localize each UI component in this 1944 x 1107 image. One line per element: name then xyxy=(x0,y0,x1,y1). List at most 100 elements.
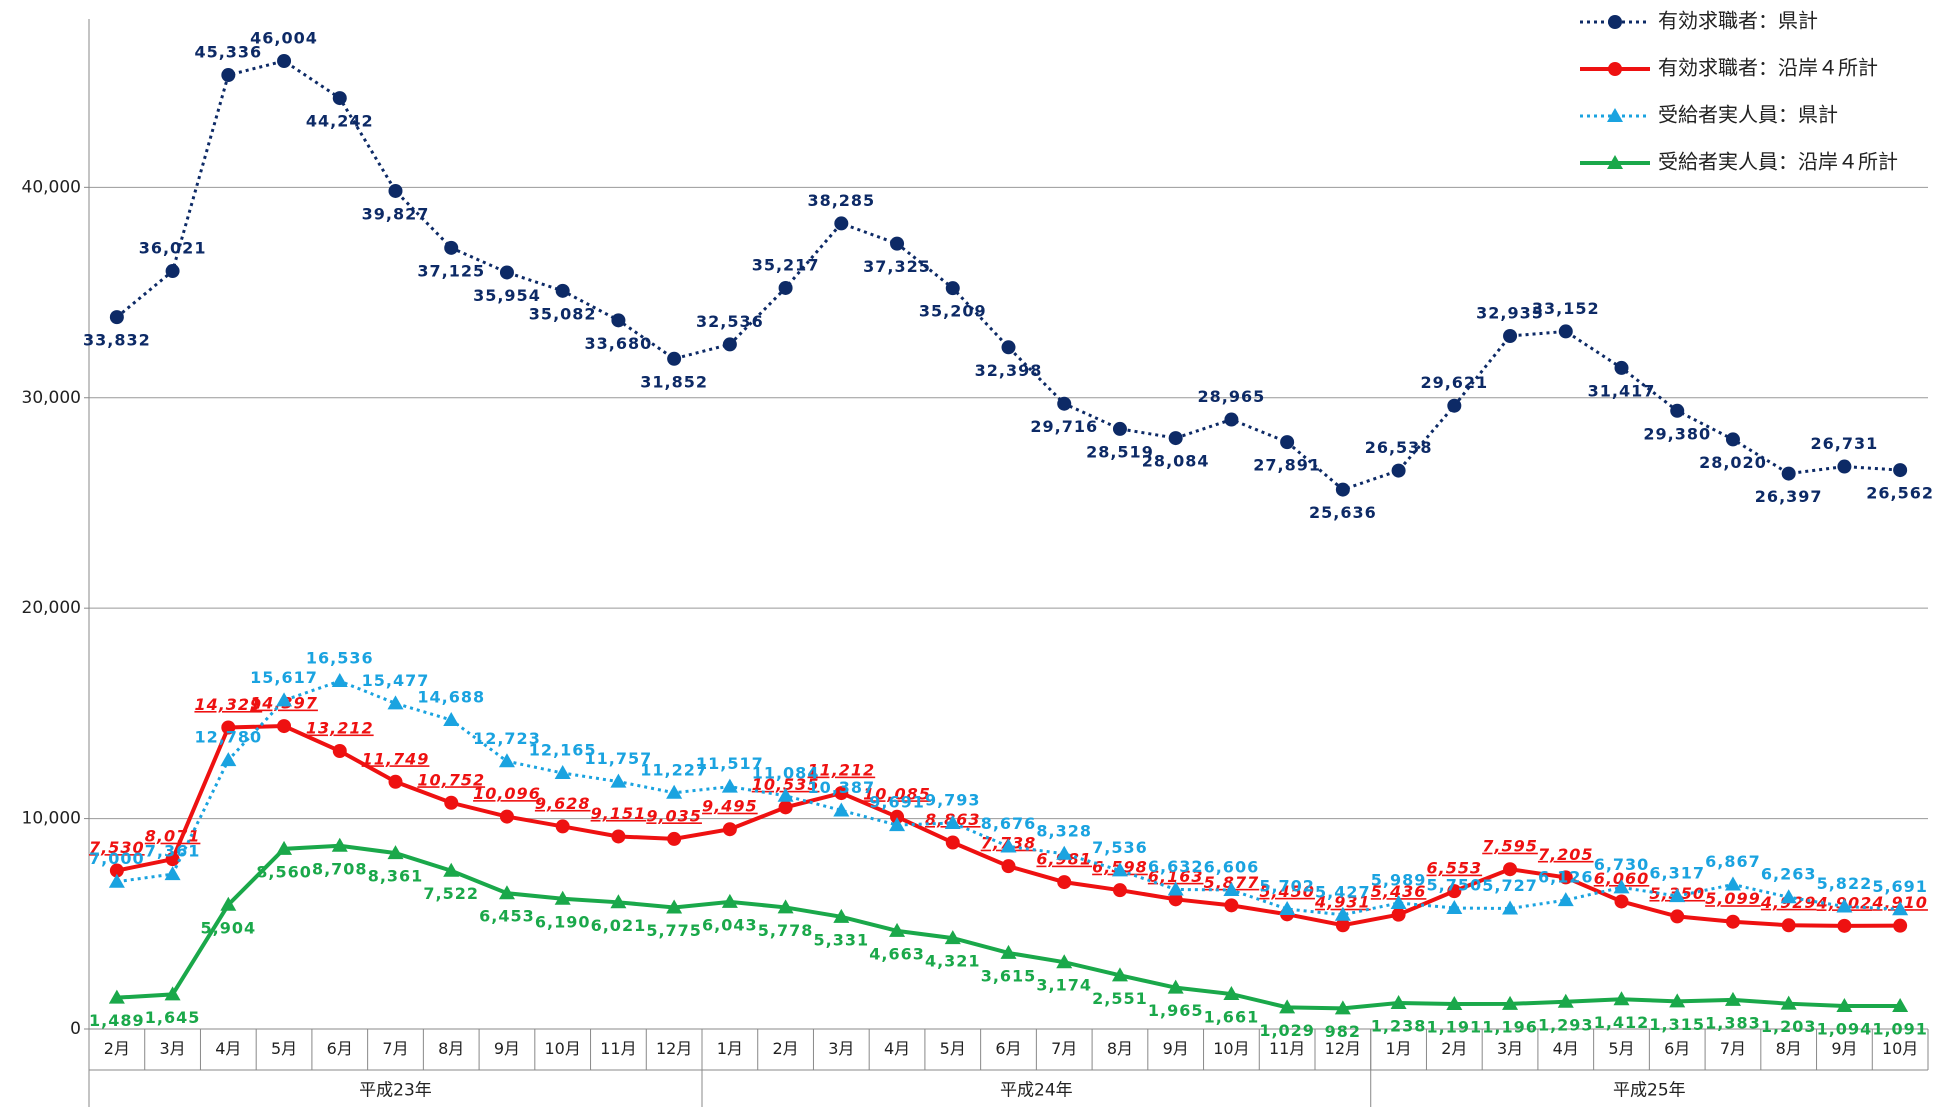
data-point xyxy=(165,852,180,867)
data-point xyxy=(778,280,793,295)
x-tick-label: 10月 xyxy=(1882,1039,1918,1058)
data-label: 982 xyxy=(1325,1022,1361,1041)
data-point xyxy=(1334,1000,1351,1015)
data-point xyxy=(777,899,794,914)
data-label: 26,397 xyxy=(1755,487,1823,506)
data-point xyxy=(1558,870,1573,885)
data-label: 11,749 xyxy=(362,749,430,768)
data-point xyxy=(944,930,961,945)
data-label: 35,954 xyxy=(473,286,541,305)
data-point xyxy=(777,787,794,802)
data-point xyxy=(1446,995,1463,1010)
data-point xyxy=(109,863,124,878)
x-tick-label: 10月 xyxy=(544,1039,580,1058)
data-point xyxy=(1725,914,1740,929)
data-point xyxy=(220,752,237,767)
data-label: 5,099 xyxy=(1705,889,1761,908)
data-label: 45,336 xyxy=(194,43,262,62)
data-label: 15,477 xyxy=(362,671,430,690)
x-tick-label: 2月 xyxy=(104,1039,130,1058)
data-point xyxy=(722,822,737,837)
data-label: 25,636 xyxy=(1309,503,1377,522)
data-point xyxy=(945,281,960,296)
data-label: 36,021 xyxy=(139,239,207,258)
data-point xyxy=(1447,884,1462,899)
data-label: 9,691 xyxy=(869,793,925,812)
data-label: 10,752 xyxy=(417,770,485,789)
data-label: 8,361 xyxy=(368,867,424,886)
legend-marker xyxy=(1608,62,1622,76)
data-point xyxy=(1390,994,1407,1009)
data-point xyxy=(1001,859,1016,874)
data-label: 1,412 xyxy=(1594,1013,1650,1032)
data-label: 6,632 xyxy=(1148,857,1204,876)
data-label: 5,778 xyxy=(758,921,814,940)
data-point xyxy=(221,68,236,83)
data-point xyxy=(332,743,347,758)
data-point xyxy=(1168,892,1183,907)
data-label: 5,904 xyxy=(201,918,257,937)
data-point xyxy=(667,831,682,846)
y-tick-label: 40,000 xyxy=(22,177,81,197)
series-line xyxy=(116,679,1901,917)
data-label: 29,380 xyxy=(1643,424,1711,443)
data-label: 5,727 xyxy=(1482,876,1538,895)
data-label: 29,716 xyxy=(1030,417,1098,436)
data-point xyxy=(1001,340,1016,355)
data-label: 32,935 xyxy=(1476,303,1544,322)
x-tick-label: 4月 xyxy=(1553,1039,1579,1058)
data-label: 5,877 xyxy=(1204,873,1260,892)
data-point xyxy=(1725,432,1740,447)
data-point xyxy=(1670,909,1685,924)
data-label: 28,084 xyxy=(1142,452,1210,471)
data-label: 7,522 xyxy=(423,884,479,903)
data-point xyxy=(1557,892,1574,907)
legend-marker xyxy=(1608,15,1622,29)
data-point xyxy=(1168,431,1183,446)
data-point xyxy=(889,817,906,832)
data-point xyxy=(1391,463,1406,478)
data-label: 9,495 xyxy=(702,797,758,816)
data-point xyxy=(1557,993,1574,1008)
data-point xyxy=(1056,954,1073,969)
data-label: 8,328 xyxy=(1036,821,1092,840)
data-point xyxy=(555,819,570,834)
group-label: 平成25年 xyxy=(1613,1081,1686,1101)
data-label: 6,317 xyxy=(1649,864,1705,883)
x-tick-label: 1月 xyxy=(1385,1039,1411,1058)
data-point xyxy=(666,899,683,914)
x-tick-label: 3月 xyxy=(159,1039,185,1058)
data-point xyxy=(1670,403,1685,418)
data-point xyxy=(554,890,571,905)
data-label: 8,560 xyxy=(256,862,312,881)
data-point xyxy=(1892,998,1909,1013)
data-label: 2,551 xyxy=(1092,989,1148,1008)
data-point xyxy=(108,989,125,1004)
data-label: 5,427 xyxy=(1315,882,1371,901)
data-label: 6,163 xyxy=(1148,867,1204,886)
data-point xyxy=(1724,991,1741,1006)
data-point xyxy=(387,695,404,710)
data-point xyxy=(387,845,404,860)
data-point xyxy=(721,778,738,793)
data-point xyxy=(1111,967,1128,982)
data-point xyxy=(610,773,627,788)
data-point xyxy=(834,216,849,231)
data-label: 29,621 xyxy=(1420,373,1488,392)
data-point xyxy=(1167,881,1184,896)
data-label: 46,004 xyxy=(250,28,318,47)
x-tick-label: 8月 xyxy=(438,1039,464,1058)
data-label: 35,082 xyxy=(529,304,597,323)
data-point xyxy=(1167,979,1184,994)
group-label: 平成24年 xyxy=(1000,1081,1073,1101)
data-label: 37,125 xyxy=(417,261,485,280)
data-label: 5,750 xyxy=(1427,876,1483,895)
data-label: 8,708 xyxy=(312,859,368,878)
x-tick-label: 7月 xyxy=(1051,1039,1077,1058)
data-label: 26,538 xyxy=(1365,438,1433,457)
data-label: 10,535 xyxy=(752,775,820,794)
data-point xyxy=(499,809,514,824)
data-label: 28,965 xyxy=(1198,387,1266,406)
data-point xyxy=(109,310,124,325)
data-label: 28,519 xyxy=(1086,442,1154,461)
